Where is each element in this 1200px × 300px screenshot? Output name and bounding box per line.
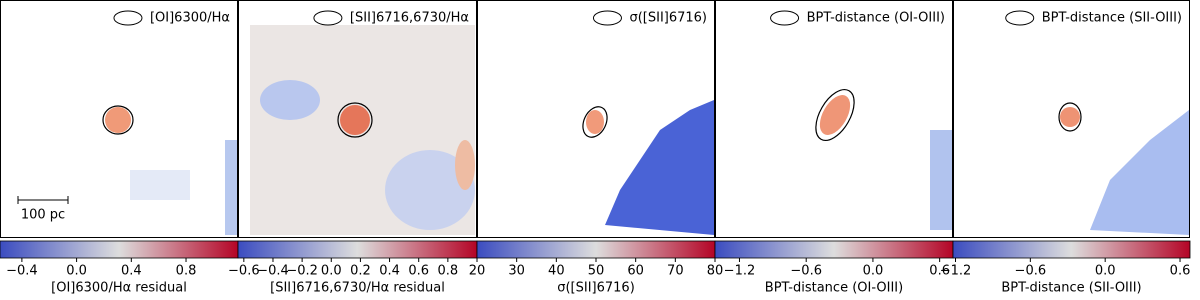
colorbar-tick-label: −0.6	[1015, 264, 1047, 279]
colorbar-tick-label: 60	[627, 264, 644, 279]
colorbar-tick-label: 80	[707, 264, 724, 279]
legend-label: [SII]6716,6730/Hα	[350, 11, 469, 26]
map-blob	[819, 95, 851, 135]
map-blob	[1060, 107, 1080, 127]
colorbar-tick-label: 0.8	[438, 264, 459, 279]
map-pixels	[930, 130, 952, 230]
aperture	[102, 105, 134, 135]
colorbar-tick-label: 0.0	[863, 264, 884, 279]
colorbar-label: [SII]6716,6730/Hα residual	[270, 281, 445, 296]
colorbar-tick-label: −0.4	[6, 264, 38, 279]
colorbar-label: BPT-distance (OI-OIII)	[765, 281, 903, 296]
colorbar-tick-label: −0.6	[790, 264, 822, 279]
colorbar-tick-label: −0.6	[228, 264, 260, 279]
colorbar-label: BPT-distance (SII-OIII)	[1001, 281, 1141, 296]
map-pixels	[130, 170, 190, 200]
colorbar-label: [OI]6300/Hα residual	[51, 281, 187, 296]
panel-frame	[238, 0, 477, 238]
colorbar-tick-label: 0.6	[929, 264, 950, 279]
panel-frame	[953, 0, 1190, 238]
colorbar-tick-label: 40	[548, 264, 565, 279]
colorbar	[0, 240, 239, 259]
colorbar-tick-label: 70	[667, 264, 684, 279]
legend-symbol	[313, 10, 343, 26]
scale-bar-label: 100 pc	[21, 208, 65, 223]
legend-symbol	[592, 10, 622, 26]
colorbar-tick-label: 0.6	[408, 264, 429, 279]
colorbar-tick-label: 0.8	[176, 264, 197, 279]
apertures	[102, 89, 1082, 141]
colorbar-tick-label: 0.4	[121, 264, 142, 279]
colorbar	[476, 240, 716, 259]
colorbar-tick-label: 50	[588, 264, 605, 279]
map-layer	[105, 25, 1189, 235]
colorbar-tick-label: −0.4	[257, 264, 289, 279]
panel-frame	[0, 0, 238, 238]
colorbar-tick-label: −1.2	[940, 264, 972, 279]
legend-label: BPT-distance (SII-OIII)	[1042, 11, 1182, 26]
map-blob	[340, 105, 370, 135]
colorbar-tick-label: 0.4	[379, 264, 400, 279]
legend-symbol	[770, 10, 800, 26]
colorbar	[952, 240, 1191, 259]
legend-label: σ([SII]6716)	[629, 11, 707, 26]
aperture	[815, 89, 855, 141]
map-blob	[455, 140, 475, 190]
colorbar-tick-label: 0.6	[1170, 264, 1191, 279]
colorbar-tick-label: −0.2	[286, 264, 318, 279]
colorbar-tick-label: −1.2	[724, 264, 756, 279]
colorbar-label: σ([SII]6716)	[557, 281, 635, 296]
aperture	[1058, 102, 1082, 132]
map-blob	[260, 80, 320, 120]
map-pixels	[605, 100, 714, 235]
map-blob	[586, 110, 604, 134]
map-blob	[385, 150, 475, 230]
colorbar-tick-label: 30	[508, 264, 525, 279]
colorbar-tick-label: 0.0	[321, 264, 342, 279]
colorbar	[237, 240, 478, 259]
colorbar-tick-label: 0.0	[66, 264, 87, 279]
scale-bar	[17, 196, 69, 204]
map-pixels	[225, 140, 237, 235]
legend-label: BPT-distance (OI-OIII)	[807, 11, 945, 26]
map-pixels	[1090, 110, 1189, 235]
aperture	[582, 106, 608, 138]
panel-frame	[715, 0, 953, 238]
colorbar-tick-label: 20	[469, 264, 486, 279]
legend-symbol	[113, 10, 143, 26]
aperture	[337, 102, 373, 138]
legend-symbol	[1005, 10, 1035, 26]
legend-label: [OI]6300/Hα	[150, 11, 230, 26]
map-blob	[105, 107, 131, 133]
colorbar	[714, 240, 954, 259]
panel-frame	[477, 0, 715, 238]
colorbar-tick-label: 0.0	[1095, 264, 1116, 279]
colorbar-tick-label: 0.2	[350, 264, 371, 279]
